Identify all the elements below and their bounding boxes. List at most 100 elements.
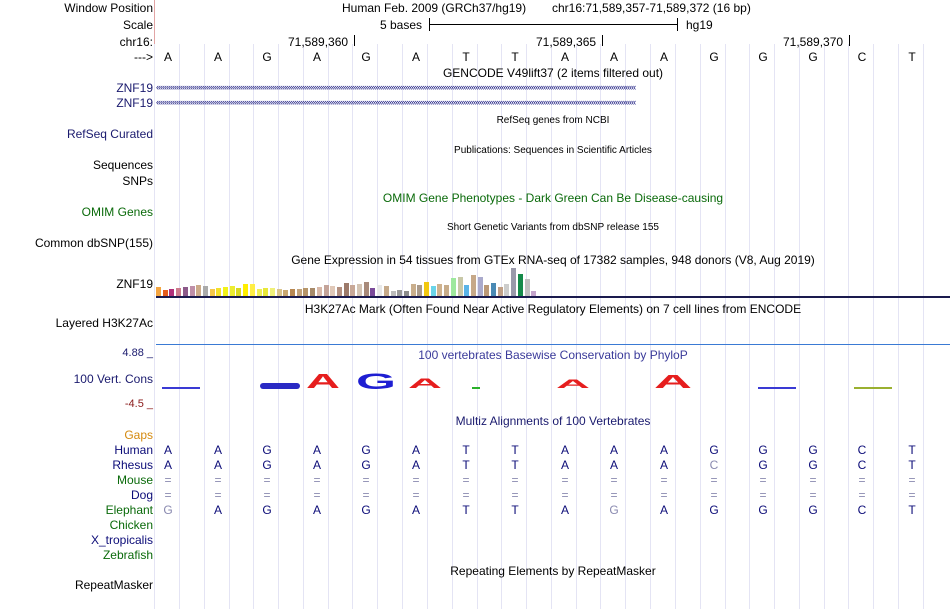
gtex-tissue-bar[interactable] xyxy=(357,284,362,297)
sequences-label[interactable]: Sequences xyxy=(92,158,153,172)
gtex-tissue-bar[interactable] xyxy=(497,287,503,297)
reference-base: G xyxy=(709,50,719,64)
aligned-base: A xyxy=(560,458,569,472)
aligned-base: A xyxy=(312,443,321,457)
gtex-tissue-bar[interactable] xyxy=(283,290,289,297)
gtex-tissue-bar[interactable] xyxy=(370,288,376,297)
aligned-base: A xyxy=(411,503,420,517)
aligned-base: A xyxy=(213,503,222,517)
gtex-tissue-bar[interactable] xyxy=(450,278,456,297)
omim-label[interactable]: OMIM Genes xyxy=(81,205,153,219)
gtex-tissue-bar[interactable] xyxy=(169,289,175,297)
dbsnp-label[interactable]: Common dbSNP(155) xyxy=(34,236,153,250)
gtex-tissue-bar[interactable] xyxy=(303,288,309,297)
cons-letter-a: A xyxy=(408,375,442,391)
gtex-tissue-bar[interactable] xyxy=(511,268,517,297)
gtex-tissue-bar[interactable] xyxy=(156,287,161,297)
gtex-tissue-bar[interactable] xyxy=(330,286,336,297)
aligned-base: = xyxy=(462,488,470,502)
gene-feature-znf19[interactable]: ‹‹‹‹‹‹‹‹‹‹‹‹‹‹‹‹‹‹‹‹‹‹‹‹‹‹‹‹‹‹‹‹‹‹‹‹‹‹‹‹… xyxy=(156,83,636,92)
refseq-label[interactable]: RefSeq Curated xyxy=(66,127,153,141)
strand-label: ---> xyxy=(134,50,153,64)
gtex-tissue-bar[interactable] xyxy=(397,290,403,297)
gtex-tissue-bar[interactable] xyxy=(457,277,463,297)
gtex-tissue-bar[interactable] xyxy=(403,291,409,297)
gtex-tissue-bar[interactable] xyxy=(350,285,356,297)
species-label[interactable]: Rhesus xyxy=(112,458,153,472)
gtex-tissue-bar[interactable] xyxy=(263,288,269,297)
gtex-tissue-bar[interactable] xyxy=(444,285,450,297)
species-label[interactable]: Zebrafish xyxy=(102,548,153,562)
gtex-tissue-bar[interactable] xyxy=(517,274,523,297)
gtex-tissue-bar[interactable] xyxy=(424,282,429,297)
gtex-gene-label[interactable]: ZNF19 xyxy=(116,277,153,291)
gtex-tissue-bar[interactable] xyxy=(477,277,483,297)
gtex-tissue-bar[interactable] xyxy=(162,290,168,297)
gtex-tissue-bar[interactable] xyxy=(176,288,182,297)
aligned-base: = xyxy=(462,473,470,487)
gtex-tissue-bar[interactable] xyxy=(336,287,342,297)
gtex-tissue-bar[interactable] xyxy=(236,288,242,297)
species-label[interactable]: Elephant xyxy=(105,503,153,517)
gene-feature-znf19[interactable]: ‹‹‹‹‹‹‹‹‹‹‹‹‹‹‹‹‹‹‹‹‹‹‹‹‹‹‹‹‹‹‹‹‹‹‹‹‹‹‹‹… xyxy=(156,98,636,107)
gtex-tissue-bar[interactable] xyxy=(249,284,255,297)
aligned-base: = xyxy=(313,473,321,487)
gtex-tissue-bar[interactable] xyxy=(256,289,262,297)
gene-label-znf19[interactable]: ZNF19 xyxy=(116,81,153,95)
refseq-track-title: RefSeq genes from NCBI xyxy=(496,115,610,126)
window-position-text[interactable]: chr16:71,589,357-71,589,372 (16 bp) xyxy=(552,1,751,15)
gtex-tissue-bar[interactable] xyxy=(484,285,490,297)
gtex-tissue-bar[interactable] xyxy=(276,289,282,297)
h3k27ac-label[interactable]: Layered H3K27Ac xyxy=(55,316,153,330)
gtex-tissue-bar[interactable] xyxy=(189,286,195,297)
gtex-tissue-bar[interactable] xyxy=(470,275,476,297)
gtex-tissue-bar[interactable] xyxy=(377,285,383,297)
gtex-tissue-bar[interactable] xyxy=(202,286,208,297)
gtex-tissue-bar[interactable] xyxy=(437,284,443,297)
gtex-tissue-bar[interactable] xyxy=(464,285,470,297)
gtex-tissue-bar[interactable] xyxy=(223,287,228,297)
gtex-tissue-bar[interactable] xyxy=(363,282,369,297)
grid-line xyxy=(873,44,874,609)
gtex-tissue-bar[interactable] xyxy=(243,284,249,297)
reference-base: G xyxy=(262,50,272,64)
gtex-tissue-bar[interactable] xyxy=(383,286,389,297)
gaps-label[interactable]: Gaps xyxy=(124,428,153,442)
gtex-tissue-bar[interactable] xyxy=(343,283,349,297)
gtex-tissue-bar[interactable] xyxy=(390,291,396,297)
gene-label-znf19[interactable]: ZNF19 xyxy=(116,96,153,110)
gtex-tissue-bar[interactable] xyxy=(229,286,235,297)
gtex-bar-chart[interactable] xyxy=(156,266,556,297)
aligned-base: G xyxy=(808,503,818,517)
gtex-tissue-bar[interactable] xyxy=(196,285,202,297)
gtex-tissue-bar[interactable] xyxy=(290,289,295,297)
gtex-tissue-bar[interactable] xyxy=(269,288,275,297)
gtex-tissue-bar[interactable] xyxy=(417,285,423,297)
snps-label[interactable]: SNPs xyxy=(122,174,153,188)
species-label[interactable]: Mouse xyxy=(116,473,153,487)
gtex-tissue-bar[interactable] xyxy=(430,286,436,297)
gtex-tissue-bar[interactable] xyxy=(531,291,537,297)
gtex-tissue-bar[interactable] xyxy=(491,283,496,297)
cons-label[interactable]: 100 Vert. Cons xyxy=(73,372,153,386)
gtex-tissue-bar[interactable] xyxy=(316,287,322,297)
gtex-tissue-bar[interactable] xyxy=(524,279,530,297)
species-label[interactable]: Dog xyxy=(130,488,153,502)
gtex-tissue-bar[interactable] xyxy=(296,289,302,297)
gtex-tissue-bar[interactable] xyxy=(323,285,329,297)
repeatmasker-label[interactable]: RepeatMasker xyxy=(74,578,153,592)
gtex-tissue-bar[interactable] xyxy=(410,284,416,297)
grid-line xyxy=(600,44,601,609)
species-label[interactable]: X_tropicalis xyxy=(90,533,153,547)
reference-base: A xyxy=(312,50,321,64)
grid-line xyxy=(848,44,849,609)
gtex-tissue-bar[interactable] xyxy=(216,288,222,297)
aligned-base: A xyxy=(411,458,420,472)
gtex-tissue-bar[interactable] xyxy=(310,288,316,297)
gtex-tissue-bar[interactable] xyxy=(209,289,215,297)
gtex-tissue-bar[interactable] xyxy=(182,287,188,297)
grid-line xyxy=(253,44,254,609)
species-label[interactable]: Chicken xyxy=(109,518,153,532)
gtex-tissue-bar[interactable] xyxy=(504,284,510,297)
species-label[interactable]: Human xyxy=(114,443,153,457)
